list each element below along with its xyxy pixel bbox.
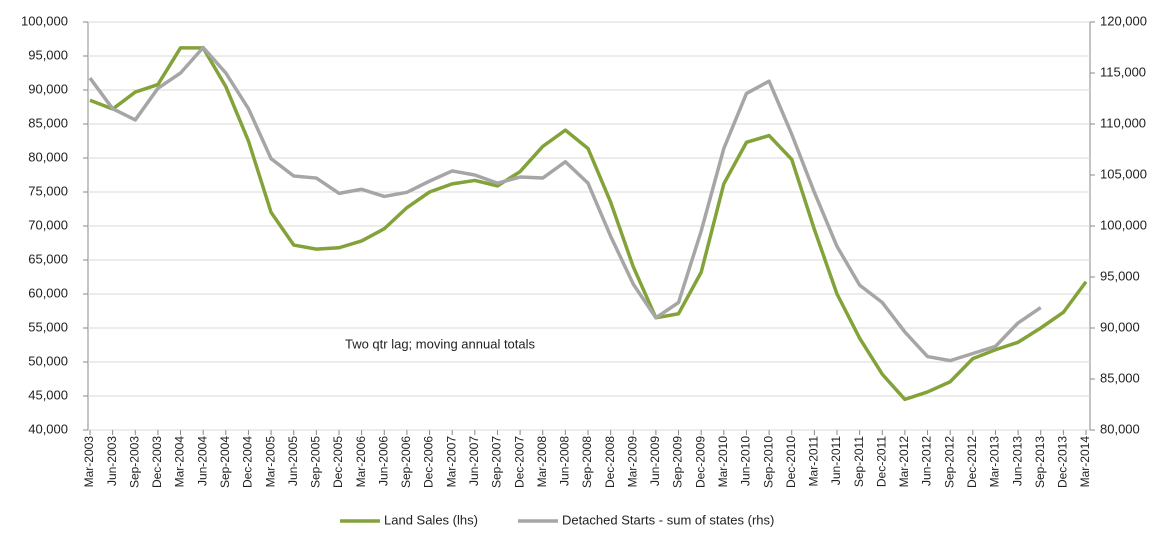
x-tick-label: Mar-2009 [625,436,639,488]
y-tick-label: 45,000 [28,387,68,402]
y-tick-label: 40,000 [28,421,68,436]
y2-tick-label: 85,000 [1100,370,1140,385]
x-tick-label: Dec-2011 [874,436,888,487]
x-tick-label: Jun-2006 [376,436,390,486]
x-tick-label: Sep-2005 [309,436,323,488]
x-tick-label: Jun-2005 [286,436,300,486]
y2-tick-label: 115,000 [1100,64,1146,79]
y-tick-label: 70,000 [28,217,68,232]
x-tick-label: Sep-2003 [127,436,141,488]
x-tick-label: Jun-2007 [467,436,481,486]
x-tick-label: Jun-2013 [1010,436,1024,486]
x-tick-label: Sep-2008 [580,436,594,488]
x-tick-label: Dec-2006 [422,436,436,488]
y-tick-label: 85,000 [28,115,68,130]
x-tick-label: Mar-2007 [444,436,458,488]
x-tick-label: Dec-2007 [512,436,526,488]
x-tick-label: Mar-2006 [354,436,368,488]
x-tick-label: Mar-2010 [716,436,730,488]
x-tick-label: Mar-2005 [263,436,277,488]
y2-tick-label: 95,000 [1100,268,1140,283]
x-tick-label: Mar-2008 [535,436,549,488]
x-tick-label: Jun-2004 [195,436,209,486]
x-tick-label: Sep-2013 [1033,436,1047,488]
annotation: Two qtr lag; moving annual totals [345,336,536,351]
y-tick-label: 90,000 [28,81,68,96]
series-line [89,46,1088,402]
y2-tick-label: 105,000 [1100,166,1147,181]
x-tick-label: Jun-2012 [920,436,934,486]
x-tick-label: Jun-2011 [829,436,843,485]
y2-tick-label: 120,000 [1100,13,1147,28]
x-tick-label: Jun-2010 [739,436,753,486]
y-tick-label: 80,000 [28,149,68,164]
x-tick-label: Mar-2011 [807,436,821,487]
y2-tick-label: 100,000 [1100,217,1147,232]
x-tick-label: Mar-2013 [988,436,1002,488]
x-tick-label: Sep-2009 [671,436,685,488]
x-tick-label: Sep-2010 [761,436,775,488]
x-tick-label: Dec-2010 [784,436,798,488]
legend-label: Detached Starts - sum of states (rhs) [562,512,774,527]
y-tick-label: 65,000 [28,251,68,266]
x-tick-label: Dec-2004 [241,436,255,488]
x-tick-label: Mar-2004 [173,436,187,488]
y-tick-label: 95,000 [28,47,68,62]
y-tick-label: 100,000 [21,13,68,28]
x-tick-label: Sep-2006 [399,436,413,488]
y-tick-label: 75,000 [28,183,68,198]
x-tick-label: Sep-2011 [852,436,866,487]
y-tick-label: 60,000 [28,285,68,300]
legend-label: Land Sales (lhs) [384,512,478,527]
x-tick-label: Mar-2014 [1078,436,1092,488]
x-tick-label: Dec-2012 [965,436,979,488]
x-tick-label: Sep-2007 [490,436,504,488]
x-tick-label: Dec-2005 [331,436,345,488]
y2-tick-label: 110,000 [1100,115,1146,130]
x-tick-label: Jun-2003 [105,436,119,486]
y2-tick-label: 90,000 [1100,319,1140,334]
y-tick-label: 50,000 [28,353,68,368]
x-tick-label: Mar-2003 [82,436,96,488]
x-tick-label: Sep-2004 [218,436,232,488]
y-tick-label: 55,000 [28,319,68,334]
x-tick-label: Jun-2008 [558,436,572,486]
x-tick-label: Dec-2009 [693,436,707,488]
y2-tick-label: 80,000 [1100,421,1140,436]
x-tick-label: Mar-2012 [897,436,911,488]
x-tick-label: Dec-2013 [1056,436,1070,488]
x-tick-label: Jun-2009 [648,436,662,486]
series-line [88,45,1042,363]
x-tick-label: Dec-2008 [603,436,617,488]
x-tick-label: Dec-2003 [150,436,164,488]
x-tick-label: Sep-2012 [942,436,956,488]
